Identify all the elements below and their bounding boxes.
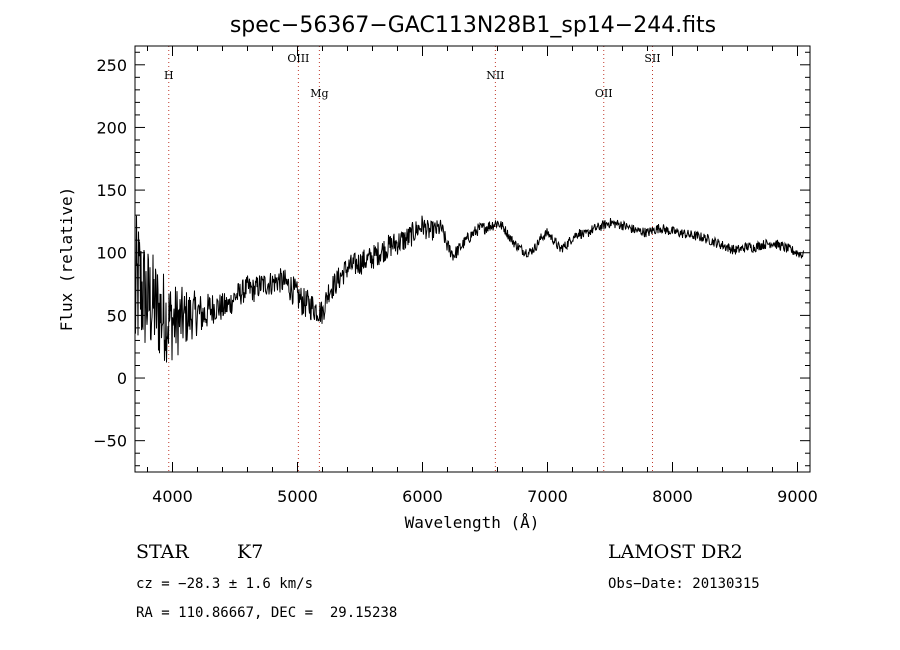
spectral-line-label: NII bbox=[486, 69, 504, 82]
y-axis-label: Flux (relative) bbox=[57, 187, 76, 332]
x-tick-label: 6000 bbox=[402, 487, 443, 506]
y-tick-label: −50 bbox=[93, 432, 127, 451]
object-subclass: K7 bbox=[237, 541, 264, 563]
plot-frame bbox=[134, 45, 811, 473]
survey-name: LAMOST DR2 bbox=[608, 541, 743, 563]
y-tick-label: 100 bbox=[96, 244, 127, 263]
observation-date: Obs−Date: 20130315 bbox=[608, 576, 760, 592]
x-tick-label: 8000 bbox=[652, 487, 693, 506]
axis-ticks-layer: 4000 5000 6000 7000 8000 9000 −50 0 50 100 150 200 2… bbox=[93, 46, 818, 506]
y-tick-label: 250 bbox=[96, 56, 127, 75]
spectral-line-label: Mg bbox=[310, 87, 328, 100]
spectral-line-label: SII bbox=[644, 52, 660, 65]
spectral-line-label: OII bbox=[595, 87, 613, 100]
y-tick-label: 0 bbox=[117, 369, 127, 388]
x-tick-label: 5000 bbox=[277, 487, 318, 506]
spectral-lines-layer: H OIII Mg NII OII SII bbox=[164, 46, 661, 472]
x-axis-label: Wavelength (Å) bbox=[405, 513, 540, 532]
y-tick-label: 150 bbox=[96, 181, 127, 200]
y-tick-label: 50 bbox=[107, 306, 127, 325]
coordinates: RA = 110.86667, DEC = 29.15238 bbox=[136, 605, 398, 621]
chart-title: spec−56367−GAC113N28B1_sp14−244.fits bbox=[230, 13, 716, 38]
x-tick-label: 9000 bbox=[777, 487, 818, 506]
spectral-line-label: H bbox=[164, 69, 174, 82]
object-class: STAR bbox=[136, 541, 189, 563]
y-tick-label: 200 bbox=[96, 118, 127, 137]
redshift-info: cz = −28.3 ± 1.6 km/s bbox=[136, 576, 314, 592]
spectrum-line bbox=[134, 215, 804, 363]
x-tick-label: 7000 bbox=[527, 487, 568, 506]
x-tick-label: 4000 bbox=[152, 487, 193, 506]
spectral-line-label: OIII bbox=[287, 52, 309, 65]
